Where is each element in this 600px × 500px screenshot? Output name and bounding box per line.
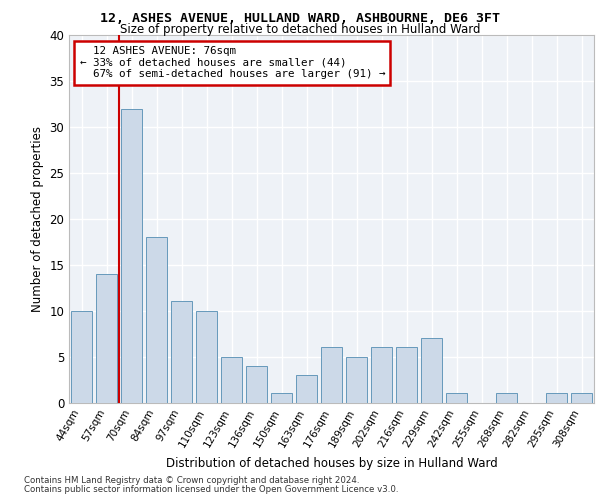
- Bar: [271, 394, 292, 402]
- Text: Size of property relative to detached houses in Hulland Ward: Size of property relative to detached ho…: [120, 22, 480, 36]
- Bar: [346, 356, 367, 403]
- Bar: [571, 394, 592, 402]
- Bar: [171, 302, 192, 402]
- Text: 12 ASHES AVENUE: 76sqm  
← 33% of detached houses are smaller (44)
  67% of semi: 12 ASHES AVENUE: 76sqm ← 33% of detached…: [79, 46, 385, 79]
- Bar: [396, 348, 417, 403]
- Bar: [371, 348, 392, 403]
- X-axis label: Distribution of detached houses by size in Hulland Ward: Distribution of detached houses by size …: [166, 457, 497, 470]
- Text: Contains public sector information licensed under the Open Government Licence v3: Contains public sector information licen…: [24, 484, 398, 494]
- Bar: [296, 375, 317, 402]
- Bar: [446, 394, 467, 402]
- Y-axis label: Number of detached properties: Number of detached properties: [31, 126, 44, 312]
- Bar: [321, 348, 342, 403]
- Bar: [421, 338, 442, 402]
- Text: 12, ASHES AVENUE, HULLAND WARD, ASHBOURNE, DE6 3FT: 12, ASHES AVENUE, HULLAND WARD, ASHBOURN…: [100, 12, 500, 26]
- Bar: [121, 108, 142, 403]
- Bar: [96, 274, 117, 402]
- Bar: [496, 394, 517, 402]
- Bar: [196, 310, 217, 402]
- Bar: [71, 310, 92, 402]
- Bar: [146, 237, 167, 402]
- Bar: [221, 356, 242, 403]
- Bar: [546, 394, 567, 402]
- Bar: [246, 366, 267, 403]
- Text: Contains HM Land Registry data © Crown copyright and database right 2024.: Contains HM Land Registry data © Crown c…: [24, 476, 359, 485]
